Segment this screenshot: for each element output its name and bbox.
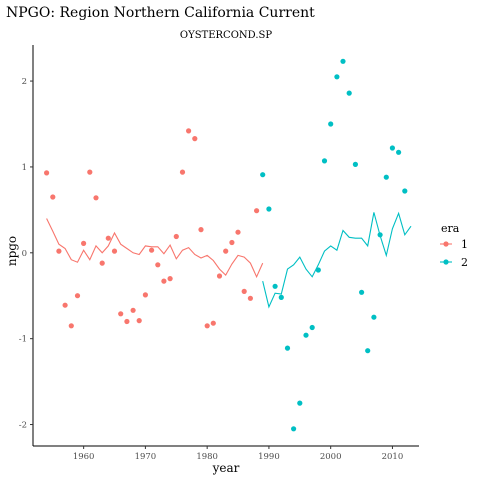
chart-title: NPGO: Region Northern California Current: [6, 5, 315, 21]
x-tick-label: 1990: [258, 452, 280, 462]
series-1-point: [105, 235, 111, 241]
series-2-point: [328, 121, 334, 127]
series-2-point: [309, 324, 315, 331]
series-1-point: [118, 311, 124, 317]
x-tick-label: 2010: [382, 452, 404, 462]
legend-item-1: 1: [440, 238, 468, 251]
series-2-point: [359, 289, 365, 295]
y-tick-label: 1: [22, 163, 27, 173]
series-2-point: [402, 188, 408, 194]
y-tick-label: 0: [22, 249, 27, 259]
legend-label: 1: [461, 238, 468, 251]
legend-item-2: 2: [440, 256, 468, 269]
series-1-point: [247, 295, 253, 301]
plot-area: 1960 1970 1980 1990 2000 2010 -2 -1 0 1 2: [19, 45, 419, 462]
series-1-point: [229, 239, 235, 246]
y-axis-title: npgo: [5, 236, 19, 266]
series-1-point: [87, 169, 93, 175]
series-2-point: [352, 161, 358, 167]
x-tick-label: 1980: [196, 452, 218, 462]
legend-label: 2: [461, 256, 468, 269]
series-1-point: [93, 195, 99, 201]
series-1-point: [179, 169, 186, 175]
legend-title: era: [441, 222, 460, 235]
series-1-point: [167, 276, 173, 282]
series-1-point: [254, 208, 260, 214]
series-1-point: [192, 136, 198, 142]
series-2-point: [278, 294, 284, 300]
series-1-point: [62, 302, 68, 308]
series-1-point: [99, 260, 105, 266]
series-1-point: [149, 247, 155, 253]
series-2-point: [389, 145, 395, 151]
series-1-point: [161, 278, 167, 284]
series-2-point: [315, 267, 321, 273]
series-2-point: [291, 426, 297, 432]
series-2-point: [365, 348, 371, 354]
series-2-trend-line: [262, 211, 412, 309]
series-1-point: [241, 288, 247, 294]
series-2-point: [383, 174, 389, 180]
chart-subtitle: OYSTERCOND.SP: [180, 30, 272, 41]
series-1-point: [124, 318, 130, 325]
x-tick-label: 2000: [320, 452, 342, 462]
series-1-point: [204, 323, 210, 329]
y-tick-label: -2: [19, 421, 27, 431]
series-2-point: [340, 58, 346, 64]
series-1-point: [136, 318, 142, 324]
series-1-point: [235, 229, 241, 235]
series-1-point: [111, 248, 118, 254]
series-1-point: [173, 233, 179, 240]
series-2-point: [303, 332, 309, 338]
series-2-point: [321, 158, 328, 164]
series-2-point: [284, 345, 291, 351]
series-2-point: [334, 74, 340, 80]
x-tick-label: 1960: [73, 452, 95, 462]
series-2-point: [272, 283, 278, 289]
series-1-point: [155, 262, 161, 268]
series-1-point: [223, 248, 229, 254]
series-1-point: [130, 307, 136, 313]
legend-key-point: [443, 259, 449, 265]
series-1-point: [198, 227, 204, 233]
x-axis-title: year: [212, 461, 240, 475]
series-1-point: [81, 240, 87, 246]
series-2-point: [297, 400, 303, 406]
series-2-point: [377, 232, 383, 238]
series-2-point: [346, 90, 352, 96]
series-1-point: [216, 273, 223, 279]
series-1-point: [186, 128, 192, 134]
series-1-point: [68, 323, 74, 329]
series-1-point: [50, 194, 56, 200]
y-tick-label: -1: [19, 335, 27, 345]
series-1-point: [142, 292, 148, 298]
legend: era 1 2: [440, 222, 468, 269]
series-1-point: [74, 293, 81, 299]
series-1-point: [210, 320, 216, 326]
y-tick-label: 2: [22, 77, 27, 87]
series-1-point: [56, 248, 62, 254]
legend-key-point: [443, 241, 449, 247]
series-2-point: [260, 172, 266, 178]
series-2-point: [266, 206, 272, 212]
series-1-point: [44, 170, 50, 176]
series-1-trend-line: [46, 218, 264, 279]
x-tick-label: 1970: [135, 452, 157, 462]
series-2-point: [371, 314, 377, 320]
series-2-point: [396, 149, 402, 155]
